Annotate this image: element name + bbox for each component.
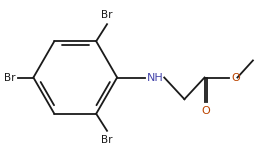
Text: O: O	[231, 73, 240, 82]
Text: Br: Br	[101, 11, 113, 20]
Text: NH: NH	[146, 73, 163, 82]
Text: Br: Br	[4, 73, 15, 82]
Text: Br: Br	[101, 135, 113, 144]
Text: O: O	[201, 106, 210, 116]
